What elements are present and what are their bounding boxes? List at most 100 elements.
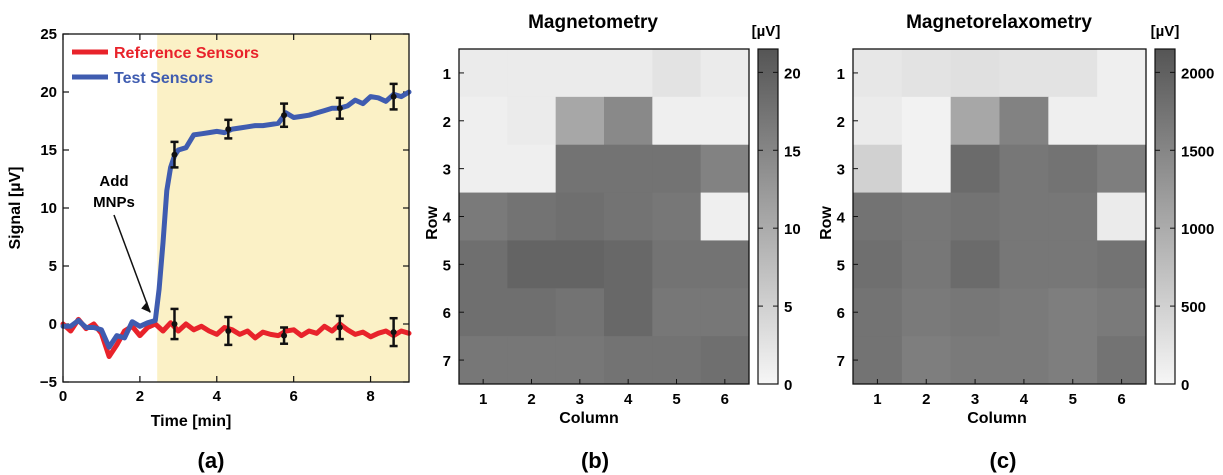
x-tick-label: 8 bbox=[366, 388, 374, 405]
y-tick-label: 1 bbox=[837, 66, 845, 83]
y-tick-label: 10 bbox=[40, 200, 57, 217]
y-axis-label: Row bbox=[818, 206, 835, 240]
heatmap-cell bbox=[853, 192, 903, 241]
y-tick-label: 2 bbox=[443, 114, 451, 131]
annotation-text: Add bbox=[99, 173, 128, 190]
y-tick-label: 3 bbox=[443, 162, 451, 179]
x-axis-label: Column bbox=[967, 410, 1027, 427]
heatmap-cell bbox=[459, 288, 508, 337]
heatmap-cell bbox=[507, 240, 557, 289]
heatmap-cell bbox=[604, 96, 653, 146]
x-tick-label: 2 bbox=[136, 388, 144, 405]
y-tick-label: 4 bbox=[443, 210, 452, 227]
heatmap-cell bbox=[853, 144, 903, 194]
colorbar-tick-label: 0 bbox=[784, 377, 792, 394]
heatmap-cell bbox=[1048, 192, 1098, 241]
y-tick-label: 5 bbox=[837, 257, 845, 274]
heatmap-cell bbox=[950, 49, 1000, 98]
heatmap-cell bbox=[853, 49, 903, 98]
heatmap-cell bbox=[604, 144, 653, 194]
x-tick-label: 5 bbox=[672, 391, 680, 408]
colorbar-unit-label: [µV] bbox=[752, 23, 781, 40]
heatmap-cells bbox=[459, 49, 750, 385]
heatmap-cell bbox=[604, 49, 653, 98]
heatmap-cell bbox=[555, 49, 605, 98]
heatmap-cell bbox=[555, 96, 605, 146]
colorbar-tick-label: 5 bbox=[784, 299, 792, 316]
heatmap-cell bbox=[652, 288, 702, 337]
x-axis-label: Column bbox=[559, 410, 619, 427]
heatmap-cell bbox=[652, 192, 702, 241]
y-tick-label: 20 bbox=[40, 84, 57, 101]
data-point bbox=[171, 151, 178, 158]
heatmap-cell bbox=[604, 336, 653, 385]
tick-labels: 1 2 3 4 5 6 1 2 3 4 5 6 7 bbox=[837, 66, 1126, 408]
y-axis-label: Row bbox=[424, 206, 441, 240]
heatmap-cell bbox=[652, 49, 702, 98]
heatmap-cell bbox=[1048, 144, 1098, 194]
heatmap-cell bbox=[652, 144, 702, 194]
data-point bbox=[336, 105, 343, 112]
heatmap-cell bbox=[950, 336, 1000, 385]
colorbar: 0 500 1000 1500 2000 bbox=[1154, 48, 1214, 394]
heatmap-cell bbox=[950, 96, 1000, 146]
heatmap-cell bbox=[999, 192, 1049, 241]
colorbar-gradient bbox=[757, 48, 779, 385]
x-tick-label: 4 bbox=[1020, 391, 1029, 408]
heatmap-cell bbox=[507, 96, 557, 146]
legend: Reference Sensors Test Sensors bbox=[72, 45, 259, 87]
heatmap-cell bbox=[555, 336, 605, 385]
heatmap-cell bbox=[652, 96, 702, 146]
heatmap-cell bbox=[507, 192, 557, 241]
heatmap-cell bbox=[507, 288, 557, 337]
colorbar-tick-label: 500 bbox=[1181, 299, 1206, 316]
heatmap-cell bbox=[700, 192, 750, 241]
y-tick-label: 6 bbox=[443, 305, 451, 322]
colorbar-tick-label: 2000 bbox=[1181, 65, 1214, 82]
heatmap-panel-magnetometry: Magnetometry 1 2 3 4 5 6 1 2 3 4 5 6 7 Column Row 0 5… bbox=[424, 12, 801, 473]
heatmap-cell bbox=[1048, 49, 1098, 98]
heatmap-cell bbox=[901, 240, 952, 289]
heatmap-cell bbox=[700, 240, 750, 289]
heatmap-cell bbox=[901, 49, 952, 98]
colorbar-tick-label: 15 bbox=[784, 143, 801, 160]
legend-label: Test Sensors bbox=[114, 70, 213, 87]
heatmap-cell bbox=[853, 336, 903, 385]
heatmap-cell bbox=[652, 240, 702, 289]
series-group bbox=[60, 89, 412, 359]
colorbar-tick-label: 10 bbox=[784, 221, 801, 238]
heatmap-cell bbox=[853, 288, 903, 337]
heatmap-cell bbox=[1097, 49, 1147, 98]
annotation-text: MNPs bbox=[93, 194, 135, 211]
heatmap-cell bbox=[853, 96, 903, 146]
x-tick-label: 2 bbox=[922, 391, 930, 408]
heatmap-cell bbox=[459, 144, 508, 194]
y-tick-label: 25 bbox=[40, 26, 57, 43]
legend-label: Reference Sensors bbox=[114, 45, 259, 62]
heatmap-cell bbox=[999, 240, 1049, 289]
heatmap-cell bbox=[459, 96, 508, 146]
heatmap-cell bbox=[901, 336, 952, 385]
data-point bbox=[225, 327, 232, 334]
data-point bbox=[281, 332, 288, 339]
x-tick-label: 2 bbox=[527, 391, 535, 408]
data-point bbox=[390, 93, 397, 100]
heatmap-cell bbox=[901, 144, 952, 194]
heatmap-cell bbox=[507, 144, 557, 194]
data-point bbox=[225, 126, 232, 133]
heatmap-cell bbox=[999, 336, 1049, 385]
heatmap-cell bbox=[700, 336, 750, 385]
y-tick-label: 6 bbox=[837, 305, 845, 322]
colorbar-tick-label: 1500 bbox=[1181, 143, 1214, 160]
x-tick-label: 1 bbox=[479, 391, 487, 408]
heatmap-cell bbox=[652, 336, 702, 385]
annotation-arrow bbox=[113, 214, 151, 313]
x-axis-label: Time [min] bbox=[151, 413, 232, 430]
x-tick-label: 3 bbox=[576, 391, 584, 408]
heatmap-cell bbox=[1097, 288, 1147, 337]
x-tick-label: 6 bbox=[1117, 391, 1125, 408]
heatmap-cell bbox=[459, 240, 508, 289]
